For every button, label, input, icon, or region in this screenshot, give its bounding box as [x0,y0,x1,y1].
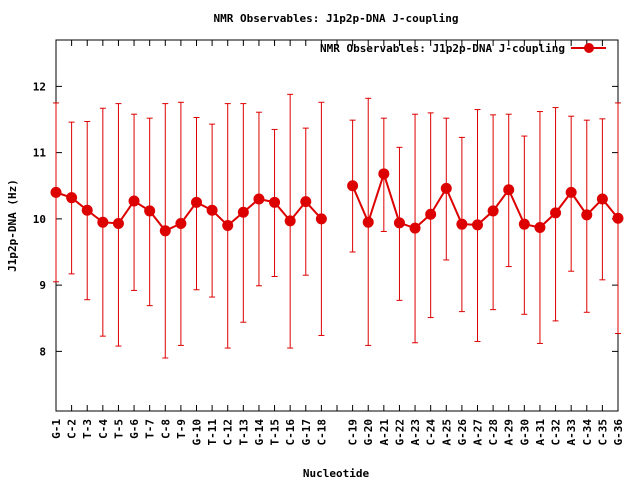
x-tick-label: A-25 [440,419,453,446]
data-point [269,196,281,208]
data-point [237,206,249,218]
x-tick-label: T-5 [112,419,125,439]
data-point [503,184,515,196]
x-axis-label: Nucleotide [303,467,370,480]
x-tick-label: A-31 [534,419,547,446]
x-tick-label: A-23 [409,419,422,446]
x-tick-label: C-32 [550,419,563,446]
x-tick-label: C-8 [159,419,172,439]
series-line-segment [351,170,619,230]
x-tick-label: T-15 [269,419,282,446]
data-point [253,193,265,205]
y-tick-label: 9 [39,279,46,292]
x-tick-label: T-3 [81,419,94,439]
x-tick-label: A-33 [565,419,578,446]
data-point [159,225,171,237]
x-tick-label: C-16 [284,419,297,446]
y-axis-label: J1p2p-DNA (Hz) [6,179,19,272]
y-tick-label: 8 [39,345,46,358]
data-point [612,212,624,224]
legend-label: NMR Observables: J1p2p-DNA J-coupling [320,42,565,55]
x-tick-label: C-34 [581,419,594,446]
data-point [596,193,608,205]
data-point [315,213,327,225]
x-tick-label: G-6 [128,419,141,439]
data-point [66,192,78,204]
series-line [55,170,619,233]
x-tick-label: G-14 [253,419,266,446]
x-axis: G-1 C-2 T-3 C-4 T-5 G-6 T-7 C-8 T-9 G-10 T-11 C-12 T… [50,40,625,446]
chart-title: NMR Observables: J1p2p-DNA J-coupling [213,12,458,25]
x-tick-label: C-35 [596,419,609,446]
data-point [456,218,468,230]
data-point [191,196,202,208]
x-tick-label: T-11 [206,419,219,446]
x-tick-label: G-1 [50,419,63,439]
x-tick-label: A-29 [503,419,516,446]
legend: NMR Observables: J1p2p-DNA J-coupling [320,42,606,55]
x-tick-label: C-19 [347,419,360,446]
x-tick-label: G-36 [612,419,625,446]
x-tick-label: G-22 [393,419,406,446]
x-tick-label: G-20 [362,419,375,446]
data-point [378,168,390,180]
x-tick-label: G-10 [191,419,204,446]
y-tick-label: 12 [33,80,46,93]
x-tick-label: C-18 [315,419,328,446]
data-point [112,218,124,230]
x-tick-label: A-27 [472,419,485,446]
data-point [393,217,405,229]
series-line-segment [55,191,323,233]
data-point [97,216,109,228]
x-tick-label: G-30 [518,419,531,446]
data-point [425,208,437,220]
data-point [472,219,483,231]
data-point [581,209,593,221]
x-tick-label: T-7 [144,419,157,439]
data-point [487,205,499,217]
data-point [284,215,296,227]
x-tick-label: G-17 [300,419,313,446]
data-point [565,186,577,198]
series-points [50,168,624,237]
x-tick-label: C-28 [487,419,500,446]
x-tick-label: C-24 [425,419,438,446]
x-tick-label: C-12 [222,419,235,446]
data-point [518,218,530,230]
data-point [440,182,452,194]
legend-marker-swatch [584,43,594,53]
x-tick-label: C-4 [97,419,110,439]
y-axis: 8 9 10 11 12 [33,80,618,358]
x-tick-label: T-13 [237,419,250,446]
data-point [50,186,62,198]
x-tick-label: A-21 [378,419,391,446]
data-point [409,222,421,234]
data-point [534,221,546,233]
data-point [175,218,187,230]
data-point [362,216,374,228]
data-point [300,196,312,208]
data-point [144,205,156,217]
data-point [81,204,93,216]
y-tick-label: 10 [33,213,46,226]
x-tick-label: T-9 [175,419,188,439]
x-tick-label: G-26 [456,419,469,446]
data-point [128,195,140,207]
data-point [347,180,359,192]
y-tick-label: 11 [33,147,47,160]
data-point [206,204,218,216]
data-point [550,207,562,219]
data-point [222,220,234,231]
x-tick-label: C-2 [66,419,79,439]
